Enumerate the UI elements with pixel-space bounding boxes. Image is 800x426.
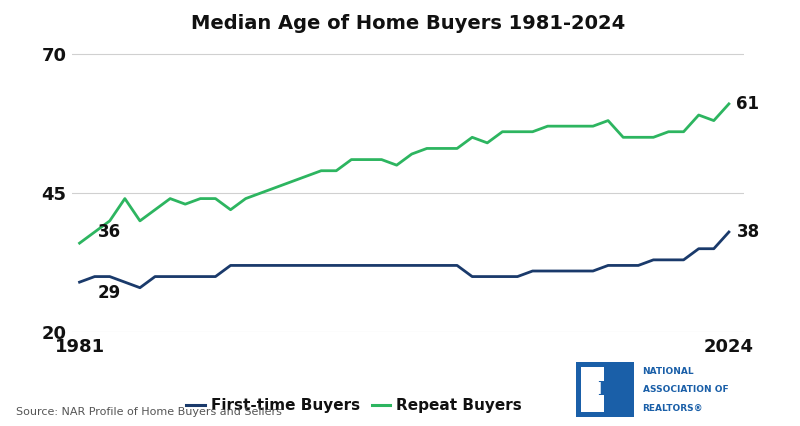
- Legend: First-time Buyers, Repeat Buyers: First-time Buyers, Repeat Buyers: [180, 392, 528, 419]
- Text: REALTORS®: REALTORS®: [642, 403, 703, 412]
- Text: ASSOCIATION OF: ASSOCIATION OF: [642, 385, 728, 394]
- Text: NATIONAL: NATIONAL: [642, 367, 694, 376]
- Text: R: R: [597, 381, 613, 399]
- FancyBboxPatch shape: [576, 362, 634, 417]
- Text: 36: 36: [98, 224, 121, 242]
- Text: 61: 61: [737, 95, 759, 113]
- Title: Median Age of Home Buyers 1981-2024: Median Age of Home Buyers 1981-2024: [191, 14, 625, 33]
- Text: 38: 38: [737, 223, 759, 241]
- Text: Source: NAR Profile of Home Buyers and Sellers: Source: NAR Profile of Home Buyers and S…: [16, 408, 282, 417]
- Text: 29: 29: [98, 284, 121, 302]
- FancyBboxPatch shape: [581, 367, 604, 412]
